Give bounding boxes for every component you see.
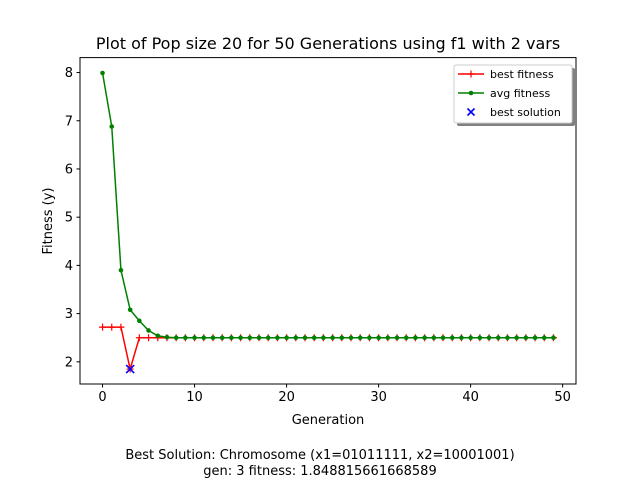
data-point-avg-fitness bbox=[302, 335, 308, 341]
data-point-avg-fitness bbox=[339, 335, 345, 341]
data-point-avg-fitness bbox=[468, 335, 473, 341]
data-point-avg-fitness bbox=[192, 335, 197, 341]
x-tick-label: 10 bbox=[186, 390, 203, 405]
data-point-avg-fitness bbox=[348, 335, 354, 341]
y-axis-label: Fitness (y) bbox=[41, 188, 56, 255]
legend-label-best-solution: best solution bbox=[490, 106, 561, 119]
data-point-avg-fitness bbox=[293, 335, 299, 341]
data-point-avg-fitness bbox=[413, 335, 418, 341]
y-tick-label: 5 bbox=[65, 211, 73, 226]
legend-entry-best-solution: best solution bbox=[466, 106, 561, 119]
data-point-best-fitness bbox=[135, 334, 143, 342]
data-point-avg-fitness bbox=[118, 267, 124, 273]
data-point-avg-fitness bbox=[201, 335, 207, 341]
best-solution-detail-caption: gen: 3 fitness: 1.848815661668589 bbox=[203, 464, 437, 479]
y-tick-label: 3 bbox=[65, 307, 73, 322]
data-point-avg-fitness bbox=[155, 333, 161, 339]
data-point-best-fitness bbox=[145, 334, 153, 342]
legend-dot-marker bbox=[468, 90, 474, 96]
data-point-avg-fitness bbox=[367, 335, 372, 341]
x-tick-label: 20 bbox=[278, 390, 295, 405]
best-solution-point bbox=[125, 364, 135, 374]
x-axis-label: Generation bbox=[292, 413, 365, 428]
best-solution-caption: Best Solution: Chromosome (x1=01011111, … bbox=[125, 448, 515, 463]
data-point-avg-fitness bbox=[505, 335, 510, 341]
x-tick-label: 0 bbox=[98, 390, 106, 405]
data-point-avg-fitness bbox=[321, 335, 326, 341]
data-point-avg-fitness bbox=[127, 307, 133, 313]
legend: best fitness avg fitness best solution bbox=[453, 64, 575, 126]
data-point-avg-fitness bbox=[523, 335, 529, 341]
data-point-avg-fitness bbox=[357, 335, 363, 341]
data-point-avg-fitness bbox=[514, 335, 519, 341]
y-tick-label: 7 bbox=[65, 114, 73, 129]
data-point-avg-fitness bbox=[100, 70, 105, 76]
data-point-avg-fitness bbox=[330, 335, 335, 341]
legend-entry-avg-fitness: avg fitness bbox=[458, 87, 550, 100]
series-best-fitness bbox=[99, 323, 557, 373]
data-point-avg-fitness bbox=[403, 335, 409, 341]
data-point-avg-fitness bbox=[238, 335, 243, 341]
data-point-avg-fitness bbox=[173, 335, 179, 341]
series-line-best-fitness bbox=[102, 326, 554, 370]
data-point-avg-fitness bbox=[137, 318, 142, 324]
data-point-avg-fitness bbox=[422, 335, 427, 341]
data-point-avg-fitness bbox=[183, 335, 188, 341]
data-point-avg-fitness bbox=[495, 335, 501, 341]
data-point-avg-fitness bbox=[477, 335, 483, 341]
legend-plus-marker bbox=[467, 70, 475, 78]
data-point-avg-fitness bbox=[109, 124, 115, 129]
chart-title: Plot of Pop size 20 for 50 Generations u… bbox=[96, 34, 560, 53]
data-point-avg-fitness bbox=[394, 335, 400, 341]
data-point-avg-fitness bbox=[376, 335, 381, 341]
data-point-avg-fitness bbox=[229, 335, 234, 341]
y-tick-label: 4 bbox=[65, 259, 73, 274]
y-tick-label: 6 bbox=[65, 162, 73, 177]
x-axis-ticks: 0 10 20 30 40 50 bbox=[98, 384, 571, 405]
data-point-avg-fitness bbox=[431, 335, 437, 341]
data-point-avg-fitness bbox=[247, 335, 253, 341]
data-point-best-fitness bbox=[99, 323, 107, 331]
data-point-best-fitness bbox=[117, 323, 125, 331]
legend-label-best-fitness: best fitness bbox=[490, 68, 554, 81]
data-point-avg-fitness bbox=[284, 335, 289, 341]
y-axis-ticks: 2 3 4 5 6 7 8 bbox=[65, 66, 80, 370]
data-point-avg-fitness bbox=[146, 328, 151, 333]
x-tick-label: 30 bbox=[370, 390, 387, 405]
legend-label-avg-fitness: avg fitness bbox=[490, 87, 550, 100]
data-point-avg-fitness bbox=[265, 335, 271, 341]
x-tick-label: 40 bbox=[462, 390, 479, 405]
data-point-avg-fitness bbox=[256, 335, 262, 341]
data-point-avg-fitness bbox=[275, 335, 280, 341]
series-avg-fitness bbox=[100, 70, 556, 341]
legend-entry-best-fitness: best fitness bbox=[458, 68, 554, 81]
x-tick-label: 50 bbox=[554, 390, 571, 405]
data-point-avg-fitness bbox=[385, 335, 391, 341]
data-point-avg-fitness bbox=[459, 335, 464, 341]
data-point-avg-fitness bbox=[449, 335, 455, 341]
legend-box bbox=[453, 64, 573, 124]
plot-layer bbox=[99, 70, 557, 374]
legend-x-marker bbox=[466, 107, 476, 117]
data-point-avg-fitness bbox=[486, 335, 492, 341]
data-point-avg-fitness bbox=[541, 335, 547, 341]
data-point-avg-fitness bbox=[440, 335, 446, 341]
y-tick-label: 2 bbox=[65, 355, 73, 370]
data-point-avg-fitness bbox=[551, 335, 556, 341]
axes-frame bbox=[79, 57, 577, 385]
data-point-avg-fitness bbox=[532, 335, 538, 341]
data-point-avg-fitness bbox=[219, 335, 225, 341]
y-tick-label: 8 bbox=[65, 66, 73, 81]
series-best-solution bbox=[125, 364, 135, 374]
data-point-best-fitness bbox=[108, 323, 116, 331]
data-point-avg-fitness bbox=[311, 335, 317, 341]
data-point-avg-fitness bbox=[164, 334, 170, 340]
data-point-avg-fitness bbox=[210, 335, 216, 341]
